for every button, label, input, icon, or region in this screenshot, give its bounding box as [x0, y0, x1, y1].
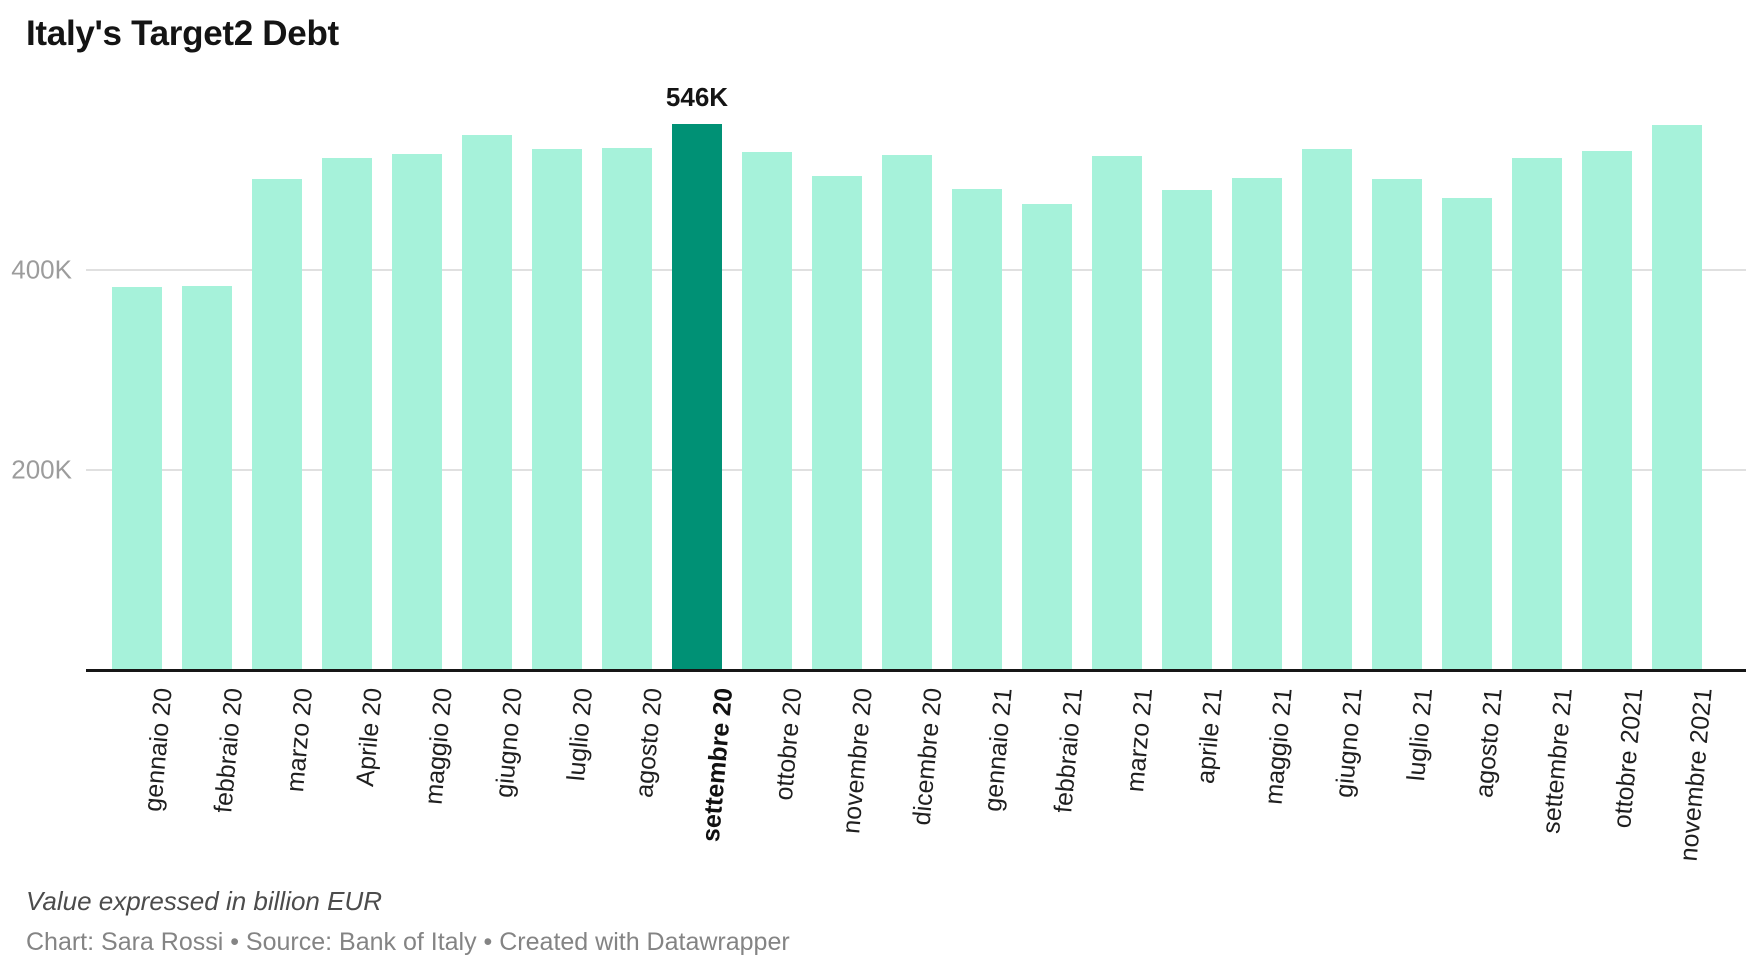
x-tick-label-novembre-20: novembre 20	[837, 686, 878, 835]
byline: Chart: Sara Rossi • Source: Bank of Ital…	[26, 928, 790, 956]
bar-febbraio-20	[182, 286, 232, 670]
bar-slot-aprile-20: Aprile 20	[312, 0, 388, 788]
bar-slot-febbraio-21: febbraio 21	[1012, 0, 1088, 814]
x-tick-label-aprile-21: aprile 21	[1191, 686, 1228, 785]
x-tick-label-gennaio-20: gennaio 20	[139, 686, 178, 813]
bar-slot-ottobre-20: ottobre 20	[732, 0, 808, 802]
bar-slot-giugno-20: giugno 20	[452, 0, 528, 799]
bar-slot-gennaio-21: gennaio 21	[942, 0, 1018, 813]
bar-febbraio-21	[1022, 204, 1072, 670]
bar-slot-agosto-21: agosto 21	[1432, 0, 1508, 799]
bar-agosto-20	[602, 148, 652, 670]
bar-maggio-20	[392, 154, 442, 670]
bar-maggio-21	[1232, 178, 1282, 670]
x-tick-label-febbraio-20: febbraio 20	[209, 686, 248, 814]
bar-slot-dicembre-20: dicembre 20	[872, 0, 948, 826]
x-tick-label-maggio-21: maggio 21	[1259, 686, 1298, 806]
bar-slot-luglio-20: luglio 20	[522, 0, 598, 782]
bar-settembre-21	[1512, 158, 1562, 670]
x-tick-label-marzo-20: marzo 20	[280, 686, 318, 794]
bar-slot-settembre-21: settembre 21	[1502, 0, 1578, 835]
x-tick-label-luglio-21: luglio 21	[1401, 686, 1438, 783]
bar-luglio-20	[532, 149, 582, 670]
x-tick-label-giugno-20: giugno 20	[490, 686, 528, 799]
highlight-value-label: 546K	[665, 82, 729, 112]
bar-slot-maggio-20: maggio 20	[382, 0, 458, 806]
bar-luglio-21	[1372, 179, 1422, 670]
bar-slot-febbraio-20: febbraio 20	[172, 0, 248, 814]
x-tick-label-giugno-21: giugno 21	[1330, 686, 1368, 799]
bar-slot-giugno-21: giugno 21	[1292, 0, 1368, 799]
bar-slot-novembre-20: novembre 20	[802, 0, 878, 835]
x-tick-label-dicembre-20: dicembre 20	[908, 686, 948, 827]
bar-slot-gennaio-20: gennaio 20	[102, 0, 178, 813]
x-tick-label-novembre-2021: novembre 2021	[1674, 686, 1718, 863]
bar-aprile-20	[322, 158, 372, 670]
bar-marzo-20	[252, 179, 302, 670]
x-tick-label-settembre-20: settembre 20	[696, 686, 738, 844]
bar-dicembre-20	[882, 155, 932, 670]
bar-slot-settembre-20: 546K settembre 20	[662, 0, 738, 843]
bar-giugno-20	[462, 135, 512, 670]
chart-title: Italy's Target2 Debt	[26, 14, 339, 53]
x-tick-label-luglio-20: luglio 20	[561, 686, 598, 783]
bar-novembre-20	[812, 176, 862, 670]
bar-slot-agosto-20: agosto 20	[592, 0, 668, 799]
bar-slot-marzo-20: marzo 20	[242, 0, 318, 793]
footnote: Value expressed in billion EUR	[26, 886, 383, 916]
x-tick-label-maggio-20: maggio 20	[419, 686, 458, 806]
plot-area: 200K 400K gennaio 20 febbraio 20 marzo 20 Ap…	[11, 0, 1746, 862]
x-tick-label-ottobre-20: ottobre 20	[770, 686, 808, 802]
bar-aprile-21	[1162, 190, 1212, 670]
x-tick-label-febbraio-21: febbraio 21	[1049, 686, 1088, 814]
bar-gennaio-20	[112, 287, 162, 670]
bar-slot-ottobre-2021: ottobre 2021	[1572, 0, 1648, 829]
y-tick-label-400k: 400K	[11, 254, 72, 285]
bar-slot-marzo-21: marzo 21	[1082, 0, 1158, 793]
x-tick-label-gennaio-21: gennaio 21	[979, 686, 1018, 813]
bar-slot-luglio-21: luglio 21	[1362, 0, 1438, 782]
bar-ottobre-2021	[1582, 151, 1632, 670]
x-tick-label-aprile-20: Aprile 20	[351, 686, 388, 788]
bar-slot-maggio-21: maggio 21	[1222, 0, 1298, 806]
x-tick-label-agosto-20: agosto 20	[630, 686, 668, 799]
bar-settembre-20	[672, 124, 722, 670]
bar-slot-aprile-21: aprile 21	[1152, 0, 1228, 785]
x-axis-line	[86, 669, 1746, 672]
bar-agosto-21	[1442, 198, 1492, 670]
bar-gennaio-21	[952, 189, 1002, 670]
bar-marzo-21	[1092, 156, 1142, 670]
bar-novembre-2021	[1652, 125, 1702, 670]
x-tick-label-marzo-21: marzo 21	[1120, 686, 1158, 794]
x-tick-label-ottobre-2021: ottobre 2021	[1607, 686, 1648, 830]
bar-giugno-21	[1302, 149, 1352, 670]
x-tick-label-settembre-21: settembre 21	[1537, 686, 1578, 835]
y-tick-label-200k: 200K	[11, 454, 72, 485]
bar-ottobre-20	[742, 152, 792, 670]
x-tick-label-agosto-21: agosto 21	[1470, 686, 1508, 799]
bars-row: gennaio 20 febbraio 20 marzo 20 Aprile 20 ma…	[102, 0, 1718, 862]
bar-slot-novembre-2021: novembre 2021	[1642, 0, 1718, 862]
